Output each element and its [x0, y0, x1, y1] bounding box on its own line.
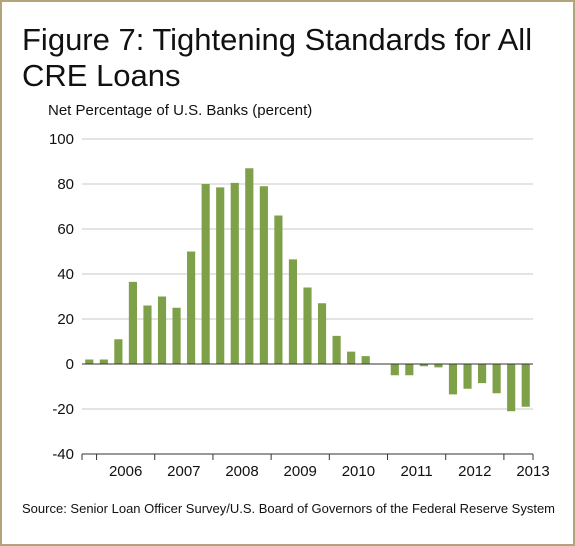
- bar: [230, 182, 239, 364]
- x-tick-label: 2006: [109, 463, 142, 480]
- bar: [245, 168, 254, 364]
- bars: [85, 168, 530, 412]
- bar: [478, 364, 487, 384]
- bar: [419, 364, 428, 367]
- bar: [143, 305, 152, 364]
- x-tick-label: 2009: [284, 463, 317, 480]
- bar: [521, 364, 530, 407]
- x-tick-label: 2012: [458, 463, 491, 480]
- source-note: Source: Senior Loan Officer Survey/U.S. …: [22, 501, 556, 516]
- bar: [507, 364, 516, 412]
- y-tick-label: -40: [52, 446, 74, 463]
- bar: [85, 359, 94, 364]
- bar: [128, 281, 137, 364]
- x-tick-label: 2013: [516, 463, 549, 480]
- y-tick-labels: 100 80 60 40 20 0 -20 -40: [49, 131, 74, 463]
- bar: [99, 359, 108, 364]
- y-tick-label: 80: [57, 176, 74, 193]
- y-tick-label: 100: [49, 131, 74, 148]
- y-axis-label: Net Percentage of U.S. Banks (percent): [48, 102, 313, 119]
- bar: [157, 296, 167, 364]
- bar: [187, 251, 196, 364]
- bar: [114, 339, 123, 364]
- x-tick-label: 2011: [400, 463, 432, 480]
- bar: [347, 351, 356, 364]
- y-tick-label: 60: [57, 221, 74, 238]
- bar: [274, 215, 283, 364]
- bar: [259, 186, 268, 364]
- bar: [463, 364, 472, 389]
- x-axis: [81, 363, 534, 460]
- bar: [317, 303, 327, 364]
- y-tick-label: -20: [52, 401, 74, 418]
- bar: [492, 364, 501, 394]
- x-tick-label: 2010: [342, 463, 375, 480]
- y-tick-label: 20: [57, 311, 74, 328]
- bar: [303, 287, 312, 364]
- x-tick-labels: 2006 2007 2008 2009 2010 2011 2012 2013: [109, 463, 550, 480]
- bar: [434, 364, 443, 368]
- bar: [201, 184, 210, 364]
- bar: [405, 364, 414, 376]
- chart-title: Figure 7: Tightening Standards for All C…: [22, 22, 533, 93]
- x-tick-label: 2007: [167, 463, 200, 480]
- bar: [216, 187, 225, 364]
- bar: [361, 356, 370, 364]
- x-tick-label: 2008: [225, 463, 258, 480]
- bar: [448, 364, 458, 395]
- bar: [172, 307, 181, 364]
- bar: [332, 335, 341, 364]
- y-tick-label: 0: [66, 356, 74, 373]
- bar: [390, 364, 399, 376]
- y-tick-label: 40: [57, 266, 74, 283]
- bar: [288, 259, 298, 364]
